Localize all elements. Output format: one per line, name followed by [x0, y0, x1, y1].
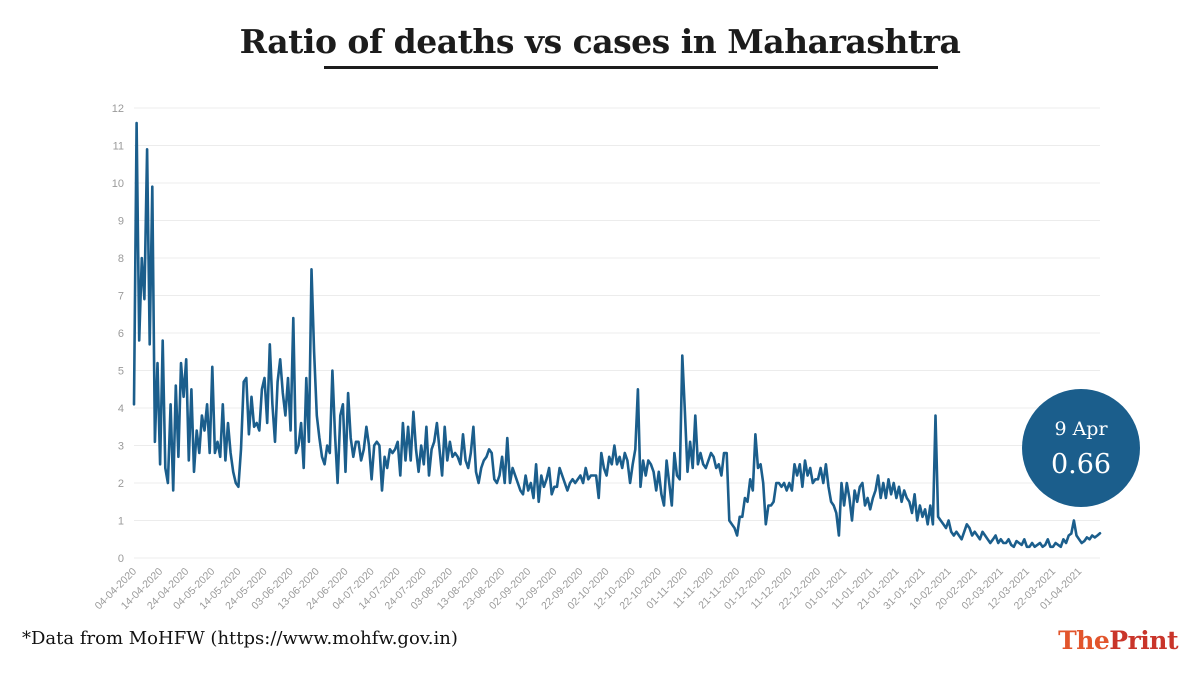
- x-axis-ticks: 04-04-202014-04-202024-04-202004-05-2020…: [93, 566, 1085, 613]
- y-tick-label: 2: [118, 478, 124, 490]
- series-line: [132, 121, 1102, 549]
- y-tick-label: 12: [112, 103, 124, 115]
- y-tick-label: 6: [118, 328, 124, 340]
- callout-date: 9 Apr: [1054, 418, 1108, 440]
- grid-lines: [134, 107, 1100, 559]
- y-tick-label: 10: [112, 178, 124, 190]
- brand-logo-print: Print: [1109, 626, 1178, 655]
- y-tick-label: 3: [118, 441, 124, 453]
- y-tick-label: 5: [118, 366, 124, 378]
- brand-logo: ThePrint: [1058, 626, 1178, 655]
- y-tick-label: 0: [118, 553, 124, 565]
- callout-value: 0.66: [1051, 449, 1111, 480]
- brand-logo-the: The: [1058, 626, 1110, 655]
- source-note: *Data from MoHFW (https://www.mohfw.gov.…: [22, 628, 458, 649]
- page-title: Ratio of deaths vs cases in Maharashtra: [239, 22, 961, 61]
- y-tick-label: 11: [113, 141, 124, 153]
- latest-value-callout: 9 Apr 0.66: [1022, 389, 1140, 507]
- y-tick-label: 8: [118, 253, 124, 265]
- title-underline: [324, 66, 938, 69]
- y-tick-label: 7: [118, 291, 124, 303]
- y-tick-label: 1: [118, 516, 124, 528]
- y-tick-label: 4: [118, 403, 124, 415]
- y-tick-label: 9: [118, 216, 124, 228]
- callout-circle: [1022, 389, 1140, 507]
